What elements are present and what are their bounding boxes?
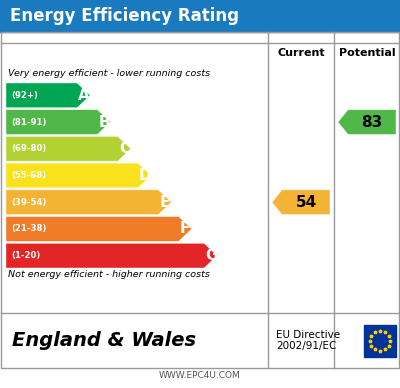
Polygon shape [6,190,172,215]
Text: Not energy efficient - higher running costs: Not energy efficient - higher running co… [8,270,210,279]
Text: (81-91): (81-91) [11,118,46,126]
Text: Current: Current [277,48,325,58]
Text: 2002/91/EC: 2002/91/EC [276,341,336,352]
Text: G: G [205,248,218,263]
Text: (55-68): (55-68) [11,171,46,180]
Text: A: A [78,88,90,103]
Text: (69-80): (69-80) [11,144,46,153]
Polygon shape [272,190,330,215]
Text: (21-38): (21-38) [11,224,46,234]
Bar [0,0,400,32]
Text: Very energy efficient - lower running costs: Very energy efficient - lower running co… [8,69,210,78]
Bar [1,32,399,368]
Text: B: B [98,114,110,130]
Text: C: C [119,141,130,156]
Text: (1-20): (1-20) [11,251,40,260]
Polygon shape [6,83,90,108]
Text: WWW.EPC4U.COM: WWW.EPC4U.COM [159,371,241,381]
Text: Energy Efficiency Rating: Energy Efficiency Rating [10,7,239,25]
Text: 83: 83 [361,114,383,130]
Text: Potential: Potential [339,48,395,58]
Text: (92+): (92+) [11,91,38,100]
Bar [364,324,396,357]
Text: England & Wales: England & Wales [12,331,196,350]
Polygon shape [6,217,192,241]
Text: EU Directive: EU Directive [276,329,340,340]
Polygon shape [6,243,217,268]
Text: 54: 54 [295,195,317,210]
Text: D: D [139,168,152,183]
Text: (39-54): (39-54) [11,198,46,207]
Polygon shape [6,110,110,134]
Polygon shape [338,110,396,134]
Text: F: F [180,222,190,236]
Text: E: E [159,195,170,210]
Polygon shape [6,163,151,188]
Polygon shape [6,137,131,161]
